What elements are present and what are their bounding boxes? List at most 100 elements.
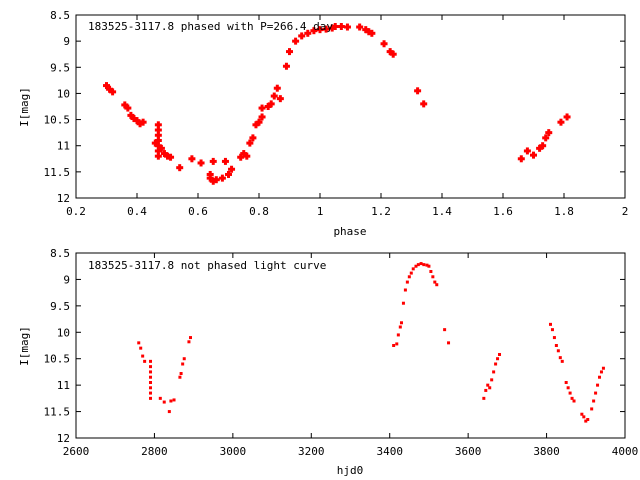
unphased-data-point — [435, 283, 439, 287]
unphased-y-axis-label: I[mag] — [18, 326, 31, 366]
unphased-data-point — [167, 410, 171, 414]
phased-data-point — [209, 177, 217, 185]
phased-data-point — [212, 176, 220, 184]
unphased-data-point — [187, 340, 191, 344]
phased-data-point — [121, 101, 129, 109]
phased-x-tick-label: 0.2 — [66, 205, 86, 218]
unphased-data-point — [178, 375, 182, 379]
phased-data-point — [273, 84, 281, 92]
phased-x-tick-label: 1.4 — [432, 205, 452, 218]
phased-data-point — [157, 144, 165, 152]
phased-x-tick-label: 0.8 — [249, 205, 269, 218]
phased-data-point — [420, 100, 428, 108]
phased-data-point — [255, 118, 263, 126]
phased-data-point — [176, 164, 184, 172]
unphased-x-tick-label: 3800 — [533, 445, 560, 458]
unphased-data-point — [396, 333, 400, 337]
phased-x-axis: 0.2 0.4 0.6 0.8 1 1.2 1.4 1.6 1.8 2 — [66, 15, 628, 218]
phased-x-tick-label: 0.6 — [188, 205, 208, 218]
phased-plot-frame — [75, 14, 626, 199]
unphased-data-point — [392, 344, 396, 347]
unphased-x-axis: 2600 2800 3000 3200 3400 3600 3800 4000 — [63, 253, 638, 458]
unphased-data-point — [414, 264, 418, 268]
unphased-plot-frame — [75, 252, 626, 439]
phased-data-point — [240, 150, 248, 158]
unphased-data-point — [550, 328, 554, 332]
unphased-data-point — [586, 418, 590, 421]
unphased-data-point — [443, 328, 447, 332]
unphased-x-tick-label: 3600 — [455, 445, 482, 458]
phased-data-point — [386, 48, 394, 56]
phased-data-point — [197, 159, 205, 167]
unphased-x-tick-label: 2600 — [63, 445, 90, 458]
phased-y-tick-label: 10 — [57, 87, 70, 100]
unphased-data-point — [548, 322, 552, 326]
phased-data-point — [542, 134, 550, 142]
unphased-data-point — [143, 359, 147, 363]
phased-data-point — [368, 29, 376, 37]
phased-data-point — [154, 147, 162, 155]
unphased-data-point — [594, 391, 598, 395]
phased-data-point — [124, 104, 132, 112]
unphased-data-point — [492, 370, 496, 374]
phased-data-point — [133, 117, 141, 125]
unphased-data-point — [484, 388, 488, 392]
unphased-data-point — [556, 349, 560, 353]
phased-data-point — [286, 48, 293, 56]
unphased-data-point — [429, 270, 433, 273]
phased-data-point — [139, 118, 147, 126]
phased-data-point — [337, 23, 345, 31]
phased-data-point — [557, 118, 565, 126]
unphased-data-point — [425, 263, 429, 267]
unphased-data-point — [592, 399, 596, 403]
unphased-data-point — [490, 378, 494, 382]
unphased-light-curve-panel: 2600 2800 3000 3200 3400 3600 3800 4000 8.5 9 9.5… — [18, 247, 638, 477]
unphased-y-tick-label: 12 — [57, 432, 70, 445]
unphased-data-point — [149, 365, 153, 369]
unphased-x-tick-label: 3000 — [220, 445, 247, 458]
unphased-y-tick-label: 10.5 — [44, 353, 71, 366]
unphased-data-point — [482, 396, 486, 400]
phased-data-point — [221, 157, 229, 165]
phased-data-point — [109, 88, 117, 96]
phased-data-point — [539, 142, 547, 150]
phased-data-point — [331, 23, 339, 31]
unphased-data-point — [411, 267, 415, 271]
phased-y-tick-label: 10.5 — [44, 114, 71, 127]
unphased-data-point — [149, 396, 153, 400]
unphased-data-point — [399, 321, 403, 325]
phased-data-point — [206, 174, 214, 182]
phased-data-point — [304, 29, 312, 37]
phased-data-point — [310, 27, 318, 35]
unphased-data-point — [590, 407, 594, 411]
unphased-y-tick-label: 11 — [57, 379, 70, 392]
unphased-data-point — [433, 280, 437, 284]
unphased-data-point — [181, 362, 185, 366]
unphased-data-points — [137, 262, 605, 423]
phased-data-point — [130, 115, 138, 123]
phased-y-tick-label: 11 — [57, 140, 70, 153]
phased-y-axis-label: I[mag] — [18, 87, 31, 127]
unphased-data-point — [149, 381, 153, 384]
unphased-data-point — [141, 354, 145, 358]
unphased-data-point — [552, 336, 556, 340]
phased-data-point — [282, 62, 290, 70]
phased-data-point — [151, 139, 159, 147]
phased-data-point — [322, 25, 330, 33]
phased-light-curve-panel: 0.2 0.4 0.6 0.8 1 1.2 1.4 1.6 1.8 2 8.5 9 9.5 10 10.5… — [18, 9, 628, 238]
unphased-x-tick-label: 3400 — [376, 445, 403, 458]
phased-data-point — [167, 153, 175, 161]
phased-data-point — [328, 24, 336, 32]
phased-y-tick-label: 12 — [57, 192, 70, 205]
unphased-x-tick-label: 2800 — [141, 445, 168, 458]
unphased-data-point — [596, 383, 600, 387]
unphased-x-tick-label: 3200 — [298, 445, 325, 458]
unphased-data-point — [498, 352, 502, 356]
phased-data-point — [228, 165, 236, 173]
unphased-data-point — [447, 341, 451, 345]
unphased-data-point — [558, 356, 562, 360]
phased-data-point — [380, 40, 388, 48]
unphased-data-point — [427, 264, 431, 268]
phased-data-point — [316, 26, 324, 34]
